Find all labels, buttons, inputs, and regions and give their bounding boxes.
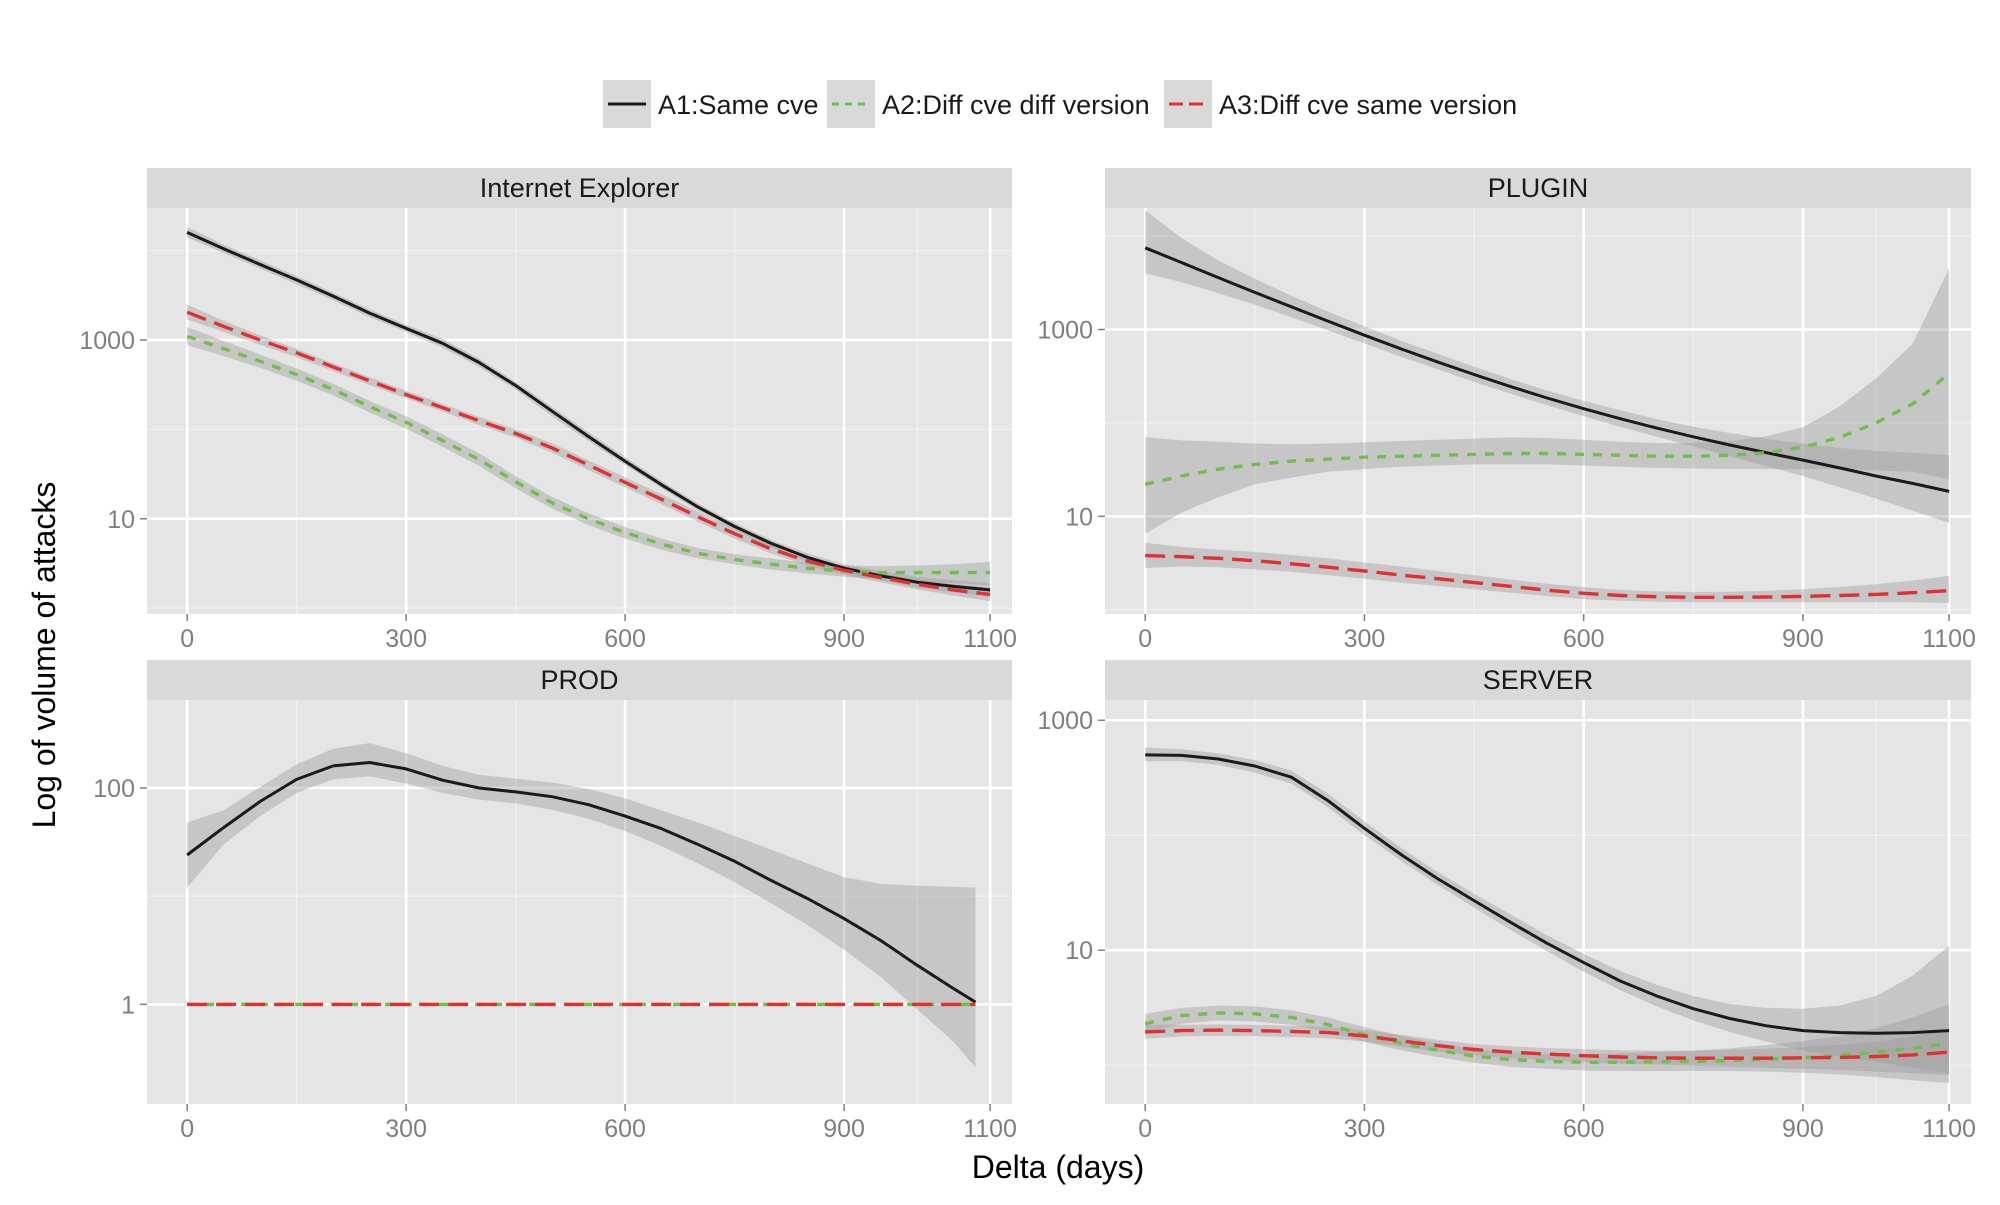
x-tick-label: 600 [604,625,646,653]
x-tick-label: 900 [1782,1115,1824,1143]
legend-label-a2: A2:Diff cve diff version [882,90,1150,120]
x-tick-label: 0 [180,625,194,653]
ci-ribbon-a2 [1145,268,1950,534]
y-tick-label: 1000 [1037,317,1093,345]
y-tick-label: 10 [1065,937,1093,965]
panel-strip [1105,168,1971,208]
x-tick-label: 600 [1563,625,1605,653]
series-line-a1 [1145,753,1950,1035]
y-tick-label: 100 [93,775,135,803]
ci-ribbon-a1 [1145,747,1950,1074]
panel-background [147,208,1012,614]
ci-ribbon-a1 [1145,210,1950,523]
panel-background [1105,700,1971,1104]
ci-ribbon-a3 [1145,1024,1950,1076]
x-tick-label: 1100 [1922,625,1976,653]
legend: A1:Same cve A2:Diff cve diff version A3:Di… [603,80,1517,128]
panel-background [147,700,1012,1104]
series-line-a1 [186,761,977,1004]
y-tick-label: 1000 [79,327,135,355]
panel-3: SERVER 0 300 600 900 1100 10 1000 [1037,660,1976,1143]
y-tick-label: 10 [107,506,135,534]
x-tick-label: 900 [823,625,865,653]
x-tick-label: 1100 [963,625,1017,653]
panel-title: Internet Explorer [480,173,680,203]
x-axis-title: Delta (days) [972,1149,1145,1185]
y-tick-label: 10 [1065,503,1093,531]
panel-strip [147,168,1012,208]
series-line-a1 [186,231,991,592]
panel-background [1105,208,1971,614]
y-axis-title: Log of volume of attacks [26,482,62,829]
x-tick-label: 0 [1138,1115,1152,1143]
legend-label-a3: A3:Diff cve same version [1219,90,1517,120]
legend-label-a1: A1:Same cve [658,90,819,120]
x-tick-label: 1100 [963,1115,1017,1143]
y-tick-label: 1 [121,991,135,1019]
x-tick-label: 300 [1344,1115,1386,1143]
x-tick-label: 900 [1782,625,1824,653]
x-tick-label: 600 [1563,1115,1605,1143]
series-line-a1 [1144,246,1950,493]
x-tick-label: 300 [385,625,427,653]
series-line-a2 [1144,371,1951,486]
panel-title: PROD [540,665,618,695]
series-line-a3 [1145,553,1950,599]
series-line-a3 [1145,1028,1950,1060]
ci-ribbon-a2 [1145,1004,1950,1083]
x-tick-label: 300 [1344,625,1386,653]
x-tick-label: 300 [385,1115,427,1143]
x-tick-label: 1100 [1922,1115,1976,1143]
panel-title: SERVER [1483,665,1594,695]
ci-ribbon-a3 [1145,542,1950,603]
y-tick-label: 1000 [1037,707,1093,735]
panel-0: Internet Explorer 0 300 600 900 1100 10 1000 [79,168,1017,653]
x-tick-label: 900 [823,1115,865,1143]
x-tick-label: 0 [180,1115,194,1143]
x-tick-label: 0 [1138,625,1152,653]
panel-strip [147,660,1012,700]
panel-title: PLUGIN [1488,173,1589,203]
x-tick-label: 600 [604,1115,646,1143]
panel-1: PLUGIN 0 300 600 900 1100 10 1000 [1037,168,1976,653]
panel-strip [1105,660,1971,700]
